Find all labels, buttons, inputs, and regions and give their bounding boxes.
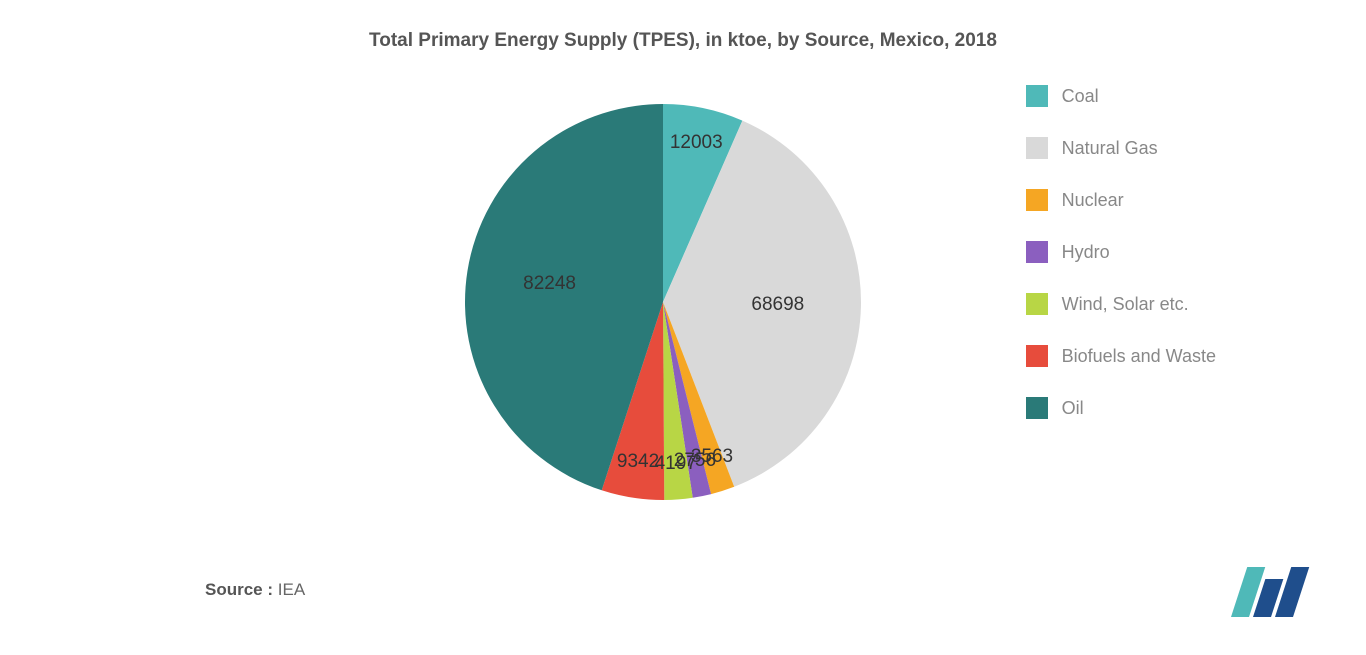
legend-label: Nuclear <box>1062 190 1124 211</box>
source-value: IEA <box>278 580 305 599</box>
pie-wrapper: 1200368698356327564197934282248 <box>453 92 873 512</box>
legend-item: Nuclear <box>1026 189 1216 211</box>
legend-swatch <box>1026 241 1048 263</box>
legend-swatch <box>1026 397 1048 419</box>
pie-slice-label: 4197 <box>655 453 697 475</box>
legend-item: Biofuels and Waste <box>1026 345 1216 367</box>
legend-swatch <box>1026 189 1048 211</box>
source-line: Source : IEA <box>205 580 305 600</box>
pie-slice-label: 82248 <box>523 273 576 295</box>
chart-title: Total Primary Energy Supply (TPES), in k… <box>0 0 1366 62</box>
legend-label: Coal <box>1062 86 1099 107</box>
pie-chart <box>453 92 873 512</box>
legend: Coal Natural Gas Nuclear Hydro Wind, Solar e… <box>1026 85 1216 419</box>
legend-label: Natural Gas <box>1062 138 1158 159</box>
legend-item: Wind, Solar etc. <box>1026 293 1216 315</box>
legend-swatch <box>1026 137 1048 159</box>
legend-item: Hydro <box>1026 241 1216 263</box>
logo-bar <box>1275 567 1309 617</box>
pie-slice-label: 12003 <box>670 132 723 154</box>
legend-item: Coal <box>1026 85 1216 107</box>
legend-swatch <box>1026 85 1048 107</box>
legend-label: Biofuels and Waste <box>1062 346 1216 367</box>
brand-logo <box>1231 567 1311 617</box>
legend-label: Hydro <box>1062 242 1110 263</box>
legend-swatch <box>1026 345 1048 367</box>
legend-label: Oil <box>1062 398 1084 419</box>
legend-label: Wind, Solar etc. <box>1062 294 1189 315</box>
source-label: Source : <box>205 580 273 599</box>
legend-swatch <box>1026 293 1048 315</box>
legend-item: Natural Gas <box>1026 137 1216 159</box>
legend-item: Oil <box>1026 397 1216 419</box>
pie-slice-label: 9342 <box>617 451 659 473</box>
pie-slice-label: 68698 <box>751 294 804 316</box>
